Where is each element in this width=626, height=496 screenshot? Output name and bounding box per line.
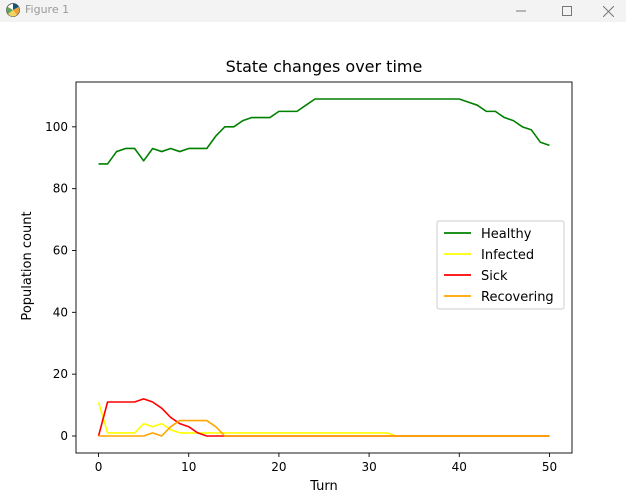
legend-label-infected: Infected — [481, 248, 534, 263]
maximize-icon — [562, 6, 572, 16]
y-axis-label: Population count — [20, 211, 35, 320]
legend: Healthy Infected Sick Recovering — [436, 220, 565, 310]
matplotlib-icon — [6, 3, 20, 17]
x-axis-label: Turn — [309, 479, 338, 494]
x-tick-label: 50 — [542, 460, 557, 474]
series-line-healthy — [98, 98, 550, 165]
x-tick-label: 20 — [271, 460, 286, 474]
y-tick-label: 0 — [60, 429, 68, 443]
legend-box — [436, 220, 565, 310]
figure-canvas: State changes over time Turn Population … — [0, 22, 626, 496]
legend-label-recovering: Recovering — [481, 290, 554, 305]
title-bar: Figure 1 — [0, 0, 626, 22]
x-tick-label: 30 — [361, 460, 376, 474]
axes-frame — [75, 81, 573, 454]
minimize-icon — [516, 10, 526, 12]
maximize-button[interactable] — [544, 0, 590, 22]
legend-label-healthy: Healthy — [481, 227, 532, 242]
y-tick-label: 80 — [53, 182, 68, 196]
line-chart: State changes over time Turn Population … — [20, 57, 573, 494]
close-button[interactable] — [590, 0, 626, 22]
plot-area — [75, 81, 573, 454]
chart-title: State changes over time — [226, 57, 423, 76]
minimize-button[interactable] — [498, 0, 544, 22]
series-line-recovering — [98, 419, 550, 437]
y-tick-label: 60 — [53, 243, 68, 257]
y-tick-label: 40 — [53, 305, 68, 319]
x-tick-label: 40 — [452, 460, 467, 474]
window-title: Figure 1 — [25, 3, 70, 16]
x-tick-label: 10 — [181, 460, 196, 474]
y-tick-label: 100 — [45, 120, 68, 134]
legend-label-sick: Sick — [481, 269, 508, 284]
y-tick-label: 20 — [53, 367, 68, 381]
close-icon — [602, 5, 614, 17]
axis-ticks: 0 10 20 30 40 50 0 20 40 60 80 100 — [45, 120, 557, 474]
x-tick-label: 0 — [95, 460, 103, 474]
